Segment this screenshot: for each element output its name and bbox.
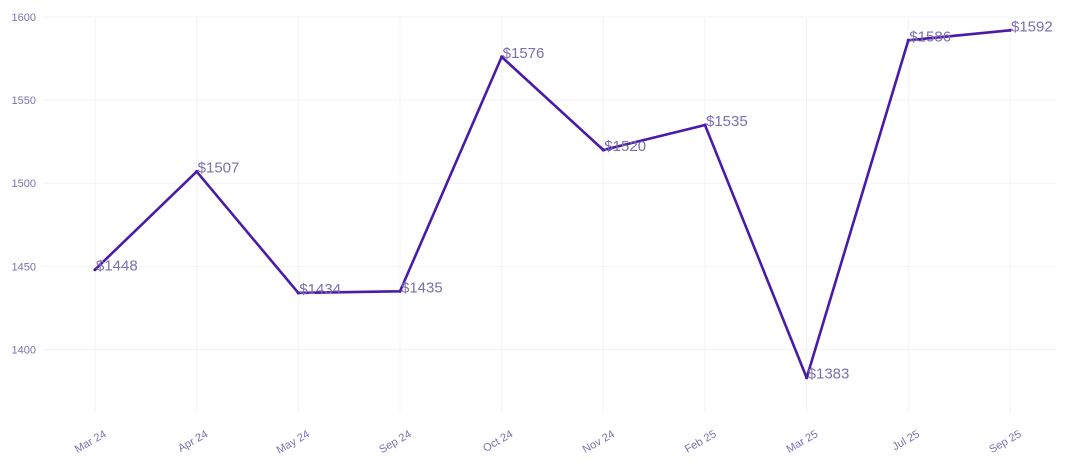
data-point: [1008, 28, 1012, 32]
x-tick-label: Mar 24: [73, 428, 109, 456]
x-tick-label: Sep 25: [987, 428, 1023, 456]
data-point: [398, 289, 402, 293]
x-tick-label: May 24: [275, 428, 312, 456]
x-tick-label: Mar 25: [785, 428, 821, 456]
data-label: $1507: [198, 160, 240, 177]
data-label: $1383: [808, 366, 850, 383]
series-layer: [93, 28, 1012, 380]
data-label: $1435: [401, 279, 443, 296]
x-tick-label: Oct 24: [481, 428, 515, 455]
y-tick-label: 1600: [12, 12, 36, 24]
series-line: [93, 28, 1012, 380]
x-axis: Mar 24 Apr 24 May 24 Sep 24 Oct 24 Nov 24 Feb …: [73, 428, 1024, 456]
x-tick-label: Nov 24: [581, 428, 617, 456]
y-axis: 1400 1450 1500 1550 1600: [12, 12, 36, 356]
x-tick-label: Jul 25: [890, 428, 921, 453]
data-point: [805, 376, 809, 380]
data-label: $1576: [503, 45, 545, 62]
grid: [44, 16, 1057, 412]
x-tick-label: Sep 24: [377, 428, 413, 456]
data-label: $1448: [96, 258, 138, 275]
data-label: $1592: [1011, 18, 1053, 35]
data-label: $1520: [604, 138, 646, 155]
data-point: [93, 268, 97, 272]
y-tick-label: 1400: [12, 344, 36, 356]
x-tick-label: Apr 24: [176, 428, 210, 455]
data-point: [296, 291, 300, 295]
data-labels: $1448 $1507 $1434 $1435 $1576 $1520 $1535 $1383…: [96, 18, 1053, 382]
data-point: [500, 55, 504, 59]
data-point: [195, 169, 199, 174]
y-tick-label: 1500: [12, 178, 36, 190]
y-tick-label: 1450: [12, 261, 36, 273]
x-tick-label: Feb 25: [683, 428, 719, 456]
data-point: [703, 123, 707, 127]
data-label: $1586: [909, 28, 951, 45]
data-point: [906, 38, 910, 42]
data-label: $1535: [706, 113, 748, 130]
data-label: $1434: [299, 281, 341, 298]
y-tick-label: 1550: [12, 95, 36, 107]
data-point: [601, 148, 605, 152]
